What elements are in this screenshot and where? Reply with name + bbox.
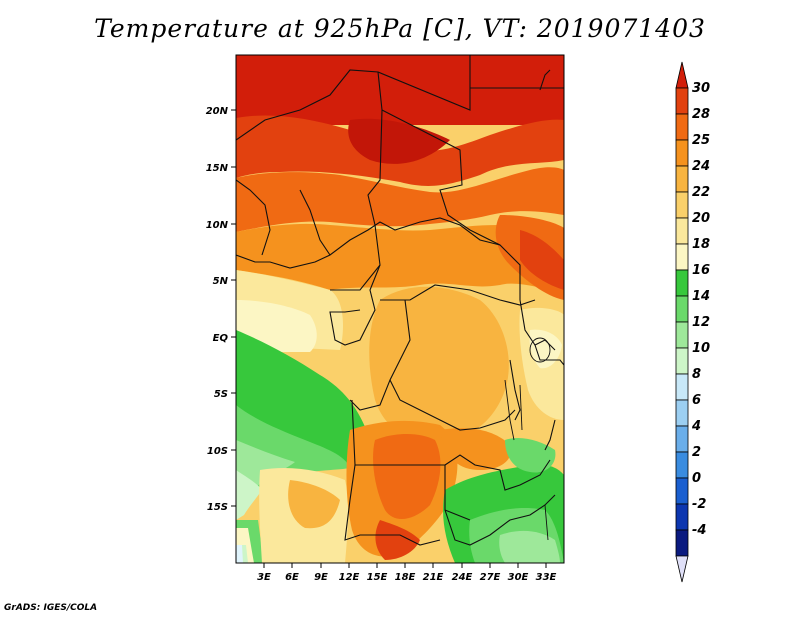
- colorbar-box: [675, 113, 689, 141]
- lon-label: 33E: [536, 572, 557, 583]
- colorbar-box: [675, 477, 689, 505]
- colorbar-label: 14: [692, 289, 710, 304]
- lon-label: 18E: [395, 572, 416, 583]
- colorbar-box: [675, 425, 689, 453]
- colorbar-label: 8: [692, 367, 701, 382]
- lon-label: 9E: [314, 572, 328, 583]
- colorbar-box: [675, 191, 689, 219]
- colorbar-box: [675, 373, 689, 401]
- colorbar-box: [675, 243, 689, 271]
- colorbar-label: 18: [692, 237, 710, 252]
- map-frame: [235, 54, 565, 564]
- lat-label: 20N: [206, 106, 229, 117]
- lon-label: 6E: [285, 572, 299, 583]
- colorbar-box: [675, 139, 689, 167]
- colorbar-label: -2: [692, 497, 706, 512]
- colorbar-box: [675, 165, 689, 193]
- footer-credit: GrADS: IGES/COLA: [4, 603, 98, 613]
- lon-label: 3E: [257, 572, 271, 583]
- colorbar-bottom-arrow: [675, 555, 689, 583]
- colorbar-box: [675, 217, 689, 245]
- colorbar-box: [675, 503, 689, 531]
- colorbar-label: 6: [692, 393, 701, 408]
- colorbar-box: [675, 269, 689, 297]
- lat-label: 10N: [206, 220, 229, 231]
- latitude-axis: 20N 15N 10N 5N EQ 5S 10S 15S: [206, 106, 236, 513]
- colorbar-label: 12: [692, 315, 710, 330]
- colorbar-box: [675, 451, 689, 479]
- colorbar-box: [675, 295, 689, 323]
- colorbar-label: 30: [692, 81, 710, 96]
- colorbar-label: 16: [692, 263, 710, 278]
- colorbar-label: 28: [692, 107, 710, 122]
- lake-outlines: [504, 337, 551, 541]
- colorbar-top-arrow: [675, 61, 689, 89]
- lat-label: 15S: [207, 502, 228, 513]
- country-borders: [236, 55, 564, 546]
- colorbar-box: [675, 347, 689, 375]
- colorbar-boxes: [675, 61, 689, 583]
- colorbar-label: 10: [692, 341, 710, 356]
- colorbar-box: [675, 399, 689, 427]
- lat-label: 5N: [213, 276, 229, 287]
- lat-label: 10S: [207, 446, 228, 457]
- lat-label: 15N: [206, 163, 229, 174]
- colorbar-box: [675, 321, 689, 349]
- colorbar-label: 0: [692, 471, 701, 486]
- lon-label: 21E: [423, 572, 444, 583]
- lat-label: EQ: [213, 333, 229, 344]
- colorbar-label: 24: [692, 159, 710, 174]
- colorbar: 30 28 25 24 22 20 18 16 14 12 10 8 6 4 2…: [675, 61, 710, 583]
- chart-title: Temperature at 925hPa [C], VT: 201907140…: [94, 14, 706, 43]
- lon-label: 24E: [452, 572, 473, 583]
- longitude-axis: 3E 6E 9E 12E 15E 18E 21E 24E 27E 30E 33E: [257, 563, 557, 583]
- colorbar-label: 20: [692, 211, 710, 226]
- colorbar-label: 2: [692, 445, 701, 460]
- colorbar-label: 22: [692, 185, 710, 200]
- lon-label: 12E: [339, 572, 360, 583]
- lat-label: 5S: [214, 389, 228, 400]
- lon-label: 27E: [480, 572, 501, 583]
- lon-label: 30E: [508, 572, 529, 583]
- colorbar-label: 25: [692, 133, 710, 148]
- colorbar-label: -4: [692, 523, 706, 538]
- lon-label: 15E: [367, 572, 388, 583]
- colorbar-label: 4: [691, 419, 701, 434]
- colorbar-labels: 30 28 25 24 22 20 18 16 14 12 10 8 6 4 2…: [691, 81, 710, 538]
- colorbar-box: [675, 529, 689, 557]
- colorbar-box: [675, 87, 689, 115]
